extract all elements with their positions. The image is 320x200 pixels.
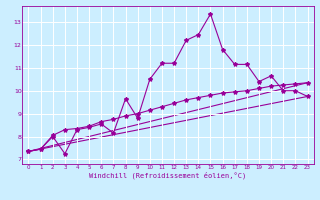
X-axis label: Windchill (Refroidissement éolien,°C): Windchill (Refroidissement éolien,°C) — [89, 171, 247, 179]
